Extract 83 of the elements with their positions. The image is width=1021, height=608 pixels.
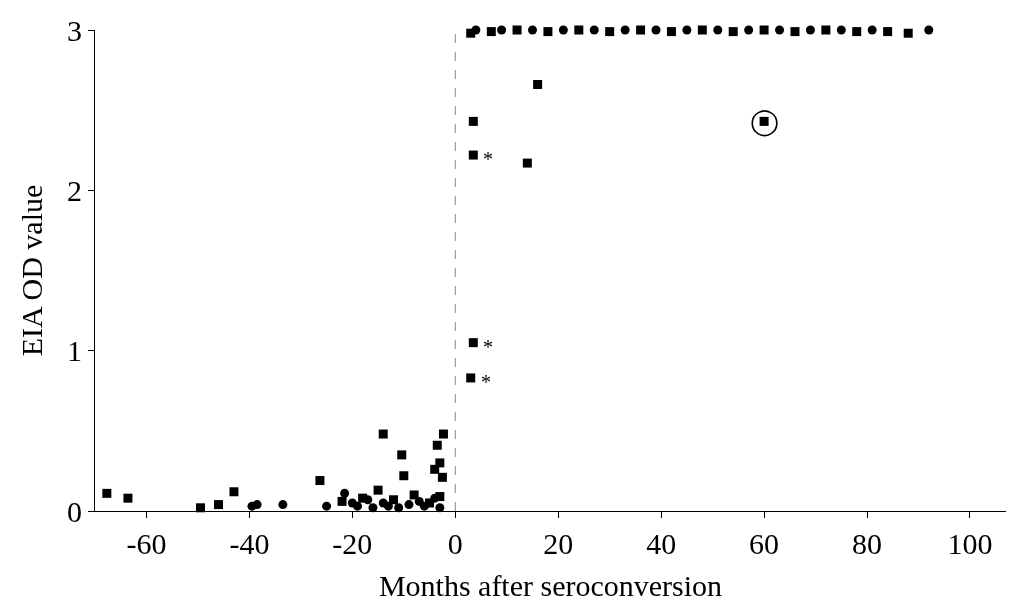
x-tick-label: 100 — [947, 527, 993, 560]
point — [409, 490, 419, 500]
point — [522, 158, 532, 168]
point — [527, 25, 537, 35]
point — [373, 485, 383, 495]
annotation: * — [483, 148, 493, 170]
point — [404, 500, 414, 510]
point — [867, 25, 877, 35]
point — [836, 25, 846, 35]
point — [713, 25, 723, 35]
point — [744, 25, 754, 35]
y-tick-label: 3 — [67, 13, 82, 47]
point — [486, 27, 496, 37]
point — [728, 27, 738, 37]
x-tick-label: 80 — [852, 527, 883, 560]
point — [322, 501, 332, 511]
point — [468, 116, 478, 126]
point — [123, 493, 133, 503]
point — [666, 27, 676, 37]
point — [435, 503, 445, 513]
point — [620, 25, 630, 35]
x-tick-label: 0 — [447, 527, 463, 560]
point — [102, 488, 112, 498]
x-tick-label: -40 — [229, 527, 270, 560]
point — [337, 496, 347, 506]
point — [697, 25, 707, 35]
point — [352, 501, 362, 511]
y-tick-label: 0 — [67, 494, 82, 528]
point — [852, 27, 862, 37]
point — [558, 25, 568, 35]
point — [437, 472, 447, 482]
point — [805, 25, 815, 35]
point — [471, 25, 481, 35]
x-tick-label: -20 — [332, 527, 373, 560]
point — [821, 25, 831, 35]
point — [512, 25, 522, 35]
point — [214, 500, 224, 510]
point — [651, 25, 661, 35]
point — [430, 464, 440, 474]
point — [394, 503, 404, 513]
point — [383, 501, 393, 511]
point — [924, 25, 934, 35]
point — [636, 25, 646, 35]
y-tick-label: 2 — [67, 173, 82, 207]
point — [438, 429, 448, 439]
point — [468, 338, 478, 348]
point — [903, 28, 913, 38]
point — [543, 27, 553, 37]
x-tick-label: -60 — [126, 527, 167, 560]
x-tick-label: 60 — [749, 527, 780, 560]
point — [278, 500, 288, 510]
point — [883, 27, 893, 37]
point — [229, 487, 239, 497]
annotation: * — [481, 371, 491, 393]
point — [363, 495, 373, 505]
point — [378, 429, 388, 439]
x-tick-label: 20 — [543, 527, 574, 560]
point — [389, 495, 399, 505]
annotation: ◯ — [750, 106, 780, 137]
point — [466, 373, 476, 383]
point — [419, 501, 429, 511]
point — [574, 25, 584, 35]
y-axis-title: EIA OD value — [15, 184, 48, 357]
point — [605, 27, 615, 37]
x-axis-title: Months after seroconversion — [378, 568, 723, 602]
point — [497, 25, 507, 35]
point — [682, 25, 692, 35]
x-tick-label: 40 — [646, 527, 677, 560]
y-tick-label: 1 — [67, 334, 82, 368]
annotation: * — [483, 336, 493, 358]
point — [589, 25, 599, 35]
point — [397, 450, 407, 460]
point — [775, 25, 785, 35]
point — [340, 488, 350, 498]
point — [252, 500, 262, 510]
point — [399, 471, 409, 481]
point — [533, 80, 543, 90]
point — [435, 458, 445, 468]
point — [315, 476, 325, 486]
point — [790, 27, 800, 37]
point — [468, 150, 478, 160]
point — [432, 440, 442, 450]
point — [759, 25, 769, 35]
